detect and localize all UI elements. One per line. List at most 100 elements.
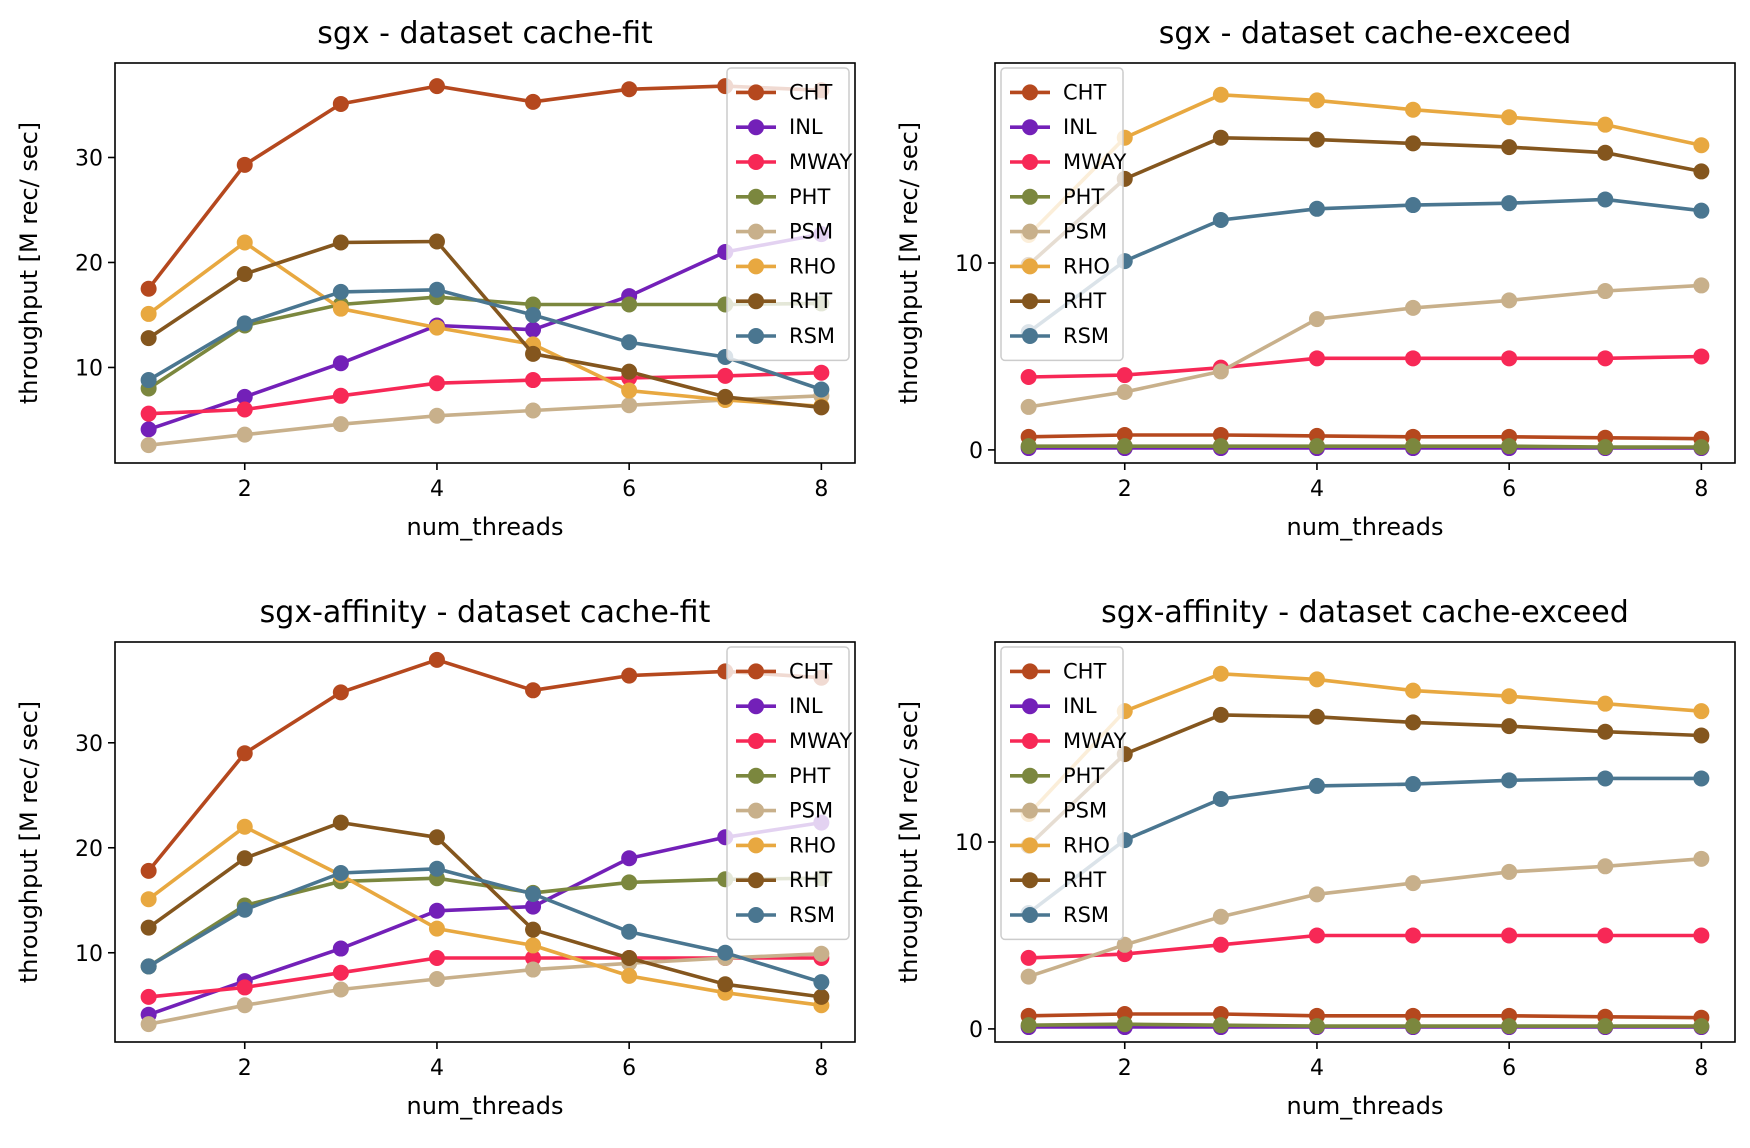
subplot-title: sgx-affinity - dataset cache-exceed: [1101, 595, 1629, 630]
data-point-cht: [428, 78, 445, 95]
series-line-rho: [1027, 671, 1702, 816]
data-point-rht: [1308, 131, 1325, 148]
data-point-psm: [1501, 292, 1518, 309]
data-point-mway: [428, 375, 445, 392]
data-point-psm: [428, 407, 445, 424]
data-point-rho: [1597, 695, 1614, 712]
data-point-pht: [1597, 1018, 1614, 1035]
data-point-rsm: [717, 944, 734, 961]
data-point-rho: [1693, 703, 1710, 720]
data-point-rsm: [428, 860, 445, 877]
legend-item-inl: INL: [1010, 694, 1097, 718]
data-point-mway: [140, 405, 157, 422]
legend-label: PSM: [789, 799, 833, 823]
legend: CHT INL MWAY PHT PSM RHO RHT RSM: [726, 67, 852, 362]
data-point-mway: [525, 950, 542, 967]
y-tick-label: 10: [75, 942, 103, 967]
data-point-rsm: [525, 306, 542, 323]
legend-marker: [748, 733, 764, 749]
data-point-rht: [525, 345, 542, 362]
data-point-rht: [1597, 144, 1614, 161]
data-point-rho: [1501, 688, 1518, 705]
legend-label: PHT: [1063, 764, 1104, 788]
data-point-pht: [1597, 439, 1614, 456]
y-axis-label: throughput [M rec/ sec]: [15, 701, 43, 983]
data-point-mway: [140, 988, 157, 1005]
legend-item-psm: PSM: [736, 220, 833, 244]
data-point-rht: [1308, 708, 1325, 725]
series-rsm: [1020, 770, 1710, 922]
data-point-psm: [140, 437, 157, 454]
x-tick-label: 8: [1694, 477, 1708, 502]
x-tick-label: 2: [1118, 477, 1132, 502]
legend-label: MWAY: [1063, 150, 1126, 174]
data-point-cht: [236, 156, 253, 173]
data-point-cht: [1116, 426, 1133, 443]
legend-marker: [748, 698, 764, 715]
legend-marker: [748, 907, 764, 923]
subplot-2: sgx - dataset cache-exceed 2 4 6 8 0 10 num_thr…: [895, 16, 1736, 541]
data-point-psm: [1597, 858, 1614, 875]
legend-label: PSM: [1063, 220, 1107, 244]
series-line-rht: [1027, 136, 1702, 267]
legend-marker: [748, 84, 764, 101]
data-point-psm: [621, 397, 638, 414]
legend-marker: [1022, 698, 1038, 715]
x-tick-label: 2: [1118, 1056, 1132, 1081]
subplot-title: sgx - dataset cache-fit: [317, 16, 653, 51]
x-tick-label: 6: [1502, 1056, 1516, 1081]
y-axis-label: throughput [M rec/ sec]: [895, 701, 923, 983]
x-tick-label: 2: [238, 477, 252, 502]
data-point-mway: [813, 364, 830, 381]
y-tick-label: 0: [969, 1018, 983, 1043]
series-line-rsm: [1027, 776, 1702, 915]
data-point-cht: [525, 93, 542, 110]
data-point-psm: [1405, 299, 1422, 316]
data-point-rsm: [813, 974, 830, 991]
series-line-mway: [1028, 933, 1702, 960]
data-point-rsm: [1693, 770, 1710, 787]
axes-frame: [114, 641, 856, 1043]
legend-marker: [1022, 837, 1038, 854]
data-point-rsm: [332, 283, 349, 300]
legend-marker: [1022, 907, 1038, 923]
legend-label: RSM: [1063, 903, 1109, 927]
legend-marker: [748, 872, 764, 889]
data-point-psm: [1212, 908, 1229, 925]
legend-marker: [748, 119, 764, 136]
series-rho: [1020, 665, 1710, 822]
data-point-rsm: [1597, 191, 1614, 208]
data-point-rho: [1212, 665, 1229, 682]
data-point-psm: [1212, 363, 1229, 380]
legend-frame: [1000, 67, 1124, 362]
data-point-rsm: [428, 281, 445, 298]
x-tick-label: 4: [1310, 477, 1324, 502]
series-line-cht: [1028, 433, 1702, 441]
legend-marker: [1022, 733, 1038, 749]
data-point-pht: [1212, 1017, 1229, 1034]
data-point-mway: [236, 401, 253, 418]
legend-marker: [748, 328, 764, 344]
legend-item-rht: RHT: [736, 868, 832, 892]
data-point-rho: [140, 305, 157, 322]
y-tick-label: 20: [75, 837, 103, 862]
series-cht: [140, 78, 830, 297]
data-point-pht: [1693, 439, 1710, 456]
data-point-cht: [1212, 1005, 1229, 1022]
data-point-rho: [1308, 92, 1325, 109]
legend-label: RHT: [789, 289, 832, 313]
series-line-inl: [148, 232, 822, 432]
legend-label: RHT: [1063, 289, 1106, 313]
y-tick-label: 30: [75, 146, 103, 171]
data-point-rht: [428, 829, 445, 846]
data-point-rsm: [236, 901, 253, 918]
y-tick-label: 20: [75, 251, 103, 276]
data-point-rht: [525, 921, 542, 938]
legend-marker: [1022, 767, 1038, 784]
legend-label: PSM: [789, 220, 833, 244]
data-point-pht: [1693, 1018, 1710, 1035]
legend-item-psm: PSM: [1010, 220, 1107, 244]
subplot-4: sgx-affinity - dataset cache-exceed 2 4 6 8 0…: [895, 595, 1736, 1120]
legend-marker: [1022, 119, 1038, 136]
legend-item-psm: PSM: [736, 799, 833, 823]
